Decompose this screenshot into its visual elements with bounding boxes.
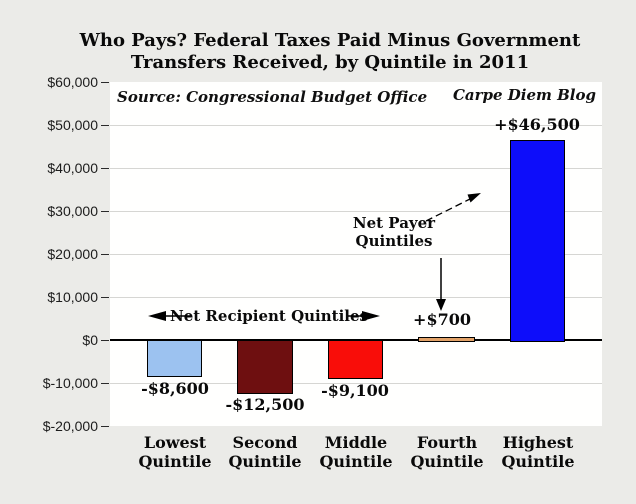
y-gridline	[110, 168, 602, 169]
net-payer-annotation: Net Payer Quintiles	[352, 214, 436, 250]
net-recipient-arrow-left	[148, 311, 190, 321]
y-tick-label: $-20,000	[42, 418, 98, 434]
bar-second-quintile	[237, 340, 293, 394]
bar-lowest-quintile	[147, 340, 202, 377]
y-tick	[101, 254, 109, 255]
y-tick	[101, 125, 109, 126]
value-label-second: -$12,500	[225, 395, 305, 414]
blog-credit: Carpe Diem Blog	[452, 86, 596, 104]
x-label-middle-quintile: Middle Quintile	[319, 433, 393, 471]
y-gridline	[110, 383, 602, 384]
y-tick	[101, 211, 109, 212]
y-tick	[101, 426, 109, 427]
y-tick	[101, 383, 109, 384]
y-tick-label: $-10,000	[42, 375, 98, 391]
y-gridline	[110, 254, 602, 255]
value-label-lowest: -$8,600	[141, 379, 209, 398]
y-gridline	[110, 211, 602, 212]
y-tick-label: $20,000	[47, 246, 98, 262]
y-tick-label: $30,000	[47, 203, 98, 219]
net-payer-down-arrow	[436, 258, 446, 311]
x-label-fourth-quintile: Fourth Quintile	[410, 433, 484, 471]
value-label-fourth: +$700	[413, 310, 471, 329]
y-tick-label: $10,000	[47, 289, 98, 305]
value-label-middle: -$9,100	[321, 381, 389, 400]
y-tick-label: $60,000	[47, 74, 98, 90]
annotation-arrows	[148, 193, 481, 321]
y-tick	[101, 340, 109, 341]
y-gridline	[110, 297, 602, 298]
y-tick	[101, 82, 109, 83]
bar-middle-quintile	[328, 340, 383, 379]
bar-fourth-quintile	[418, 337, 475, 342]
y-tick-label: $50,000	[47, 117, 98, 133]
plot-area: Source: Congressional Budget Office Carp…	[110, 82, 602, 426]
bar-highest-quintile	[510, 140, 565, 342]
x-label-lowest-quintile: Lowest Quintile	[138, 433, 212, 471]
value-label-highest: +$46,500	[494, 115, 580, 134]
net-payer-dashed-arrow	[425, 193, 481, 222]
y-tick-label: $0	[82, 332, 98, 348]
y-tick	[101, 297, 109, 298]
chart-title-line1: Who Pays? Federal Taxes Paid Minus Gover…	[79, 30, 581, 51]
source-note: Source: Congressional Budget Office	[117, 88, 428, 106]
y-tick-label: $40,000	[47, 160, 98, 176]
y-gridline	[110, 125, 602, 126]
x-label-second-quintile: Second Quintile	[228, 433, 302, 471]
y-tick	[101, 168, 109, 169]
x-label-highest-quintile: Highest Quintile	[501, 433, 575, 471]
net-recipient-arrow-right	[348, 311, 380, 321]
chart-title-line2: Transfers Received, by Quintile in 2011	[130, 52, 530, 73]
